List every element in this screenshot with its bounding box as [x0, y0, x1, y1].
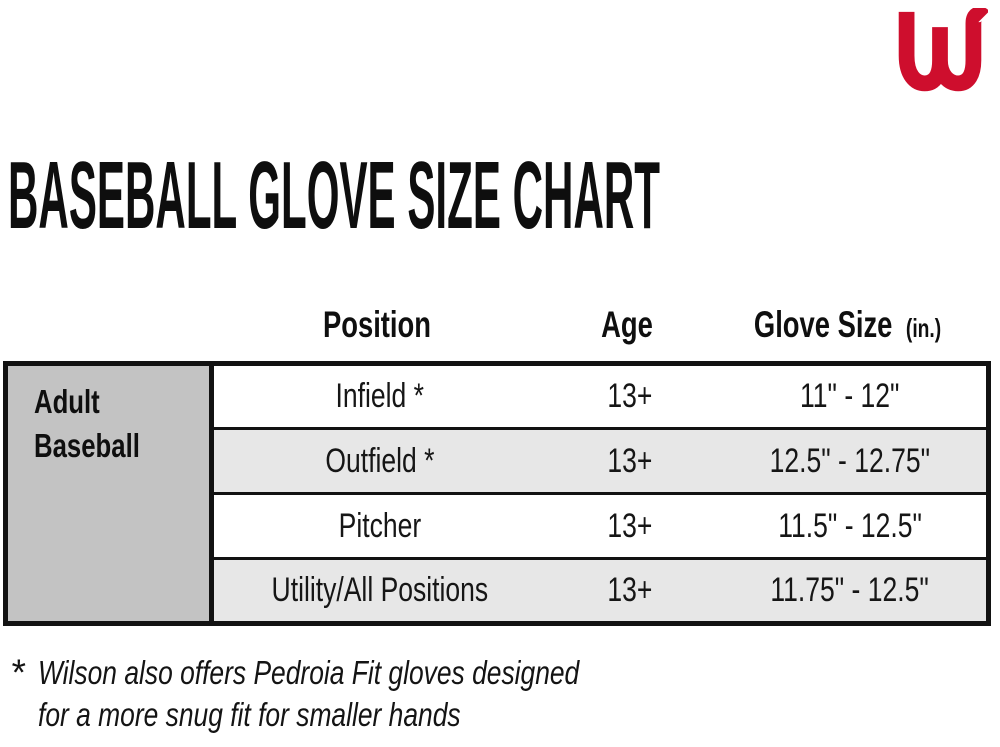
page-title: BASEBALL GLOVE SIZE CHART [8, 153, 660, 245]
cell-position-value: Utility/All Positions [271, 571, 488, 609]
cell-age: 13+ [545, 492, 715, 559]
cell-position-value: Infield * [335, 377, 424, 415]
cell-glove-size: 11" - 12" [714, 364, 988, 429]
table-row: Outfield * 13+ 12.5" - 12.75" [6, 427, 989, 494]
cell-age: 13+ [545, 557, 715, 624]
cell-age: 13+ [545, 427, 715, 494]
cell-age-value: 13+ [607, 377, 653, 415]
footnote-line2: for a more snug fit for smaller hands [38, 696, 461, 733]
cell-position-value: Outfield * [325, 441, 435, 480]
footnote-asterisk: * [10, 652, 25, 693]
cell-glove-size-value: 11.75" - 12.5" [770, 571, 930, 609]
row-group-label-line2: Baseball [34, 427, 140, 464]
glove-size-table: Adult Baseball Infield * 13+ 11" - 12" O… [3, 361, 991, 626]
table-row: Utility/All Positions 13+ 11.75" - 12.5" [6, 557, 989, 624]
column-header-glove-size: Glove Size (in.) [711, 296, 984, 352]
footnote: * Wilson also offers Pedroia Fit gloves … [10, 652, 715, 736]
column-header-glove-size-label: Glove Size [753, 304, 893, 345]
cell-glove-size: 12.5" - 12.75" [714, 427, 989, 494]
page-title-text: BASEBALL GLOVE SIZE CHART [8, 153, 660, 245]
cell-glove-size-value: 11" - 12" [800, 377, 900, 415]
cell-position: Infield * [212, 364, 546, 429]
wilson-w-logo-icon [898, 8, 988, 92]
cell-position-value: Pitcher [338, 506, 421, 545]
cell-glove-size: 11.75" - 12.5" [714, 557, 989, 624]
table-row: Pitcher 13+ 11.5" - 12.5" [6, 492, 989, 559]
column-header-position-label: Position [322, 304, 431, 345]
column-header-position: Position [211, 296, 543, 352]
footnote-line1: Wilson also offers Pedroia Fit gloves de… [38, 654, 580, 691]
footnote-text: Wilson also offers Pedroia Fit gloves de… [38, 652, 715, 736]
cell-age-value: 13+ [607, 571, 653, 609]
cell-glove-size: 11.5" - 12.5" [714, 492, 989, 559]
column-header-glove-size-unit: (in.) [905, 313, 942, 343]
cell-position: Pitcher [211, 492, 546, 559]
cell-position: Utility/All Positions [211, 557, 546, 624]
table-row: Adult Baseball Infield * 13+ 11" - 12" [5, 363, 989, 624]
column-header-age: Age [543, 296, 711, 352]
cell-glove-size-value: 11.5" - 12.5" [778, 506, 922, 545]
row-group-label-line1: Adult [34, 383, 100, 420]
cell-age: 13+ [545, 364, 714, 429]
cell-glove-size-value: 12.5" - 12.75" [769, 441, 931, 480]
cell-age-value: 13+ [607, 441, 653, 480]
cell-position: Outfield * [211, 427, 546, 494]
cell-age-value: 13+ [607, 506, 653, 545]
column-header-age-label: Age [601, 304, 653, 345]
row-group-label-adult-baseball: Adult Baseball [5, 363, 215, 624]
